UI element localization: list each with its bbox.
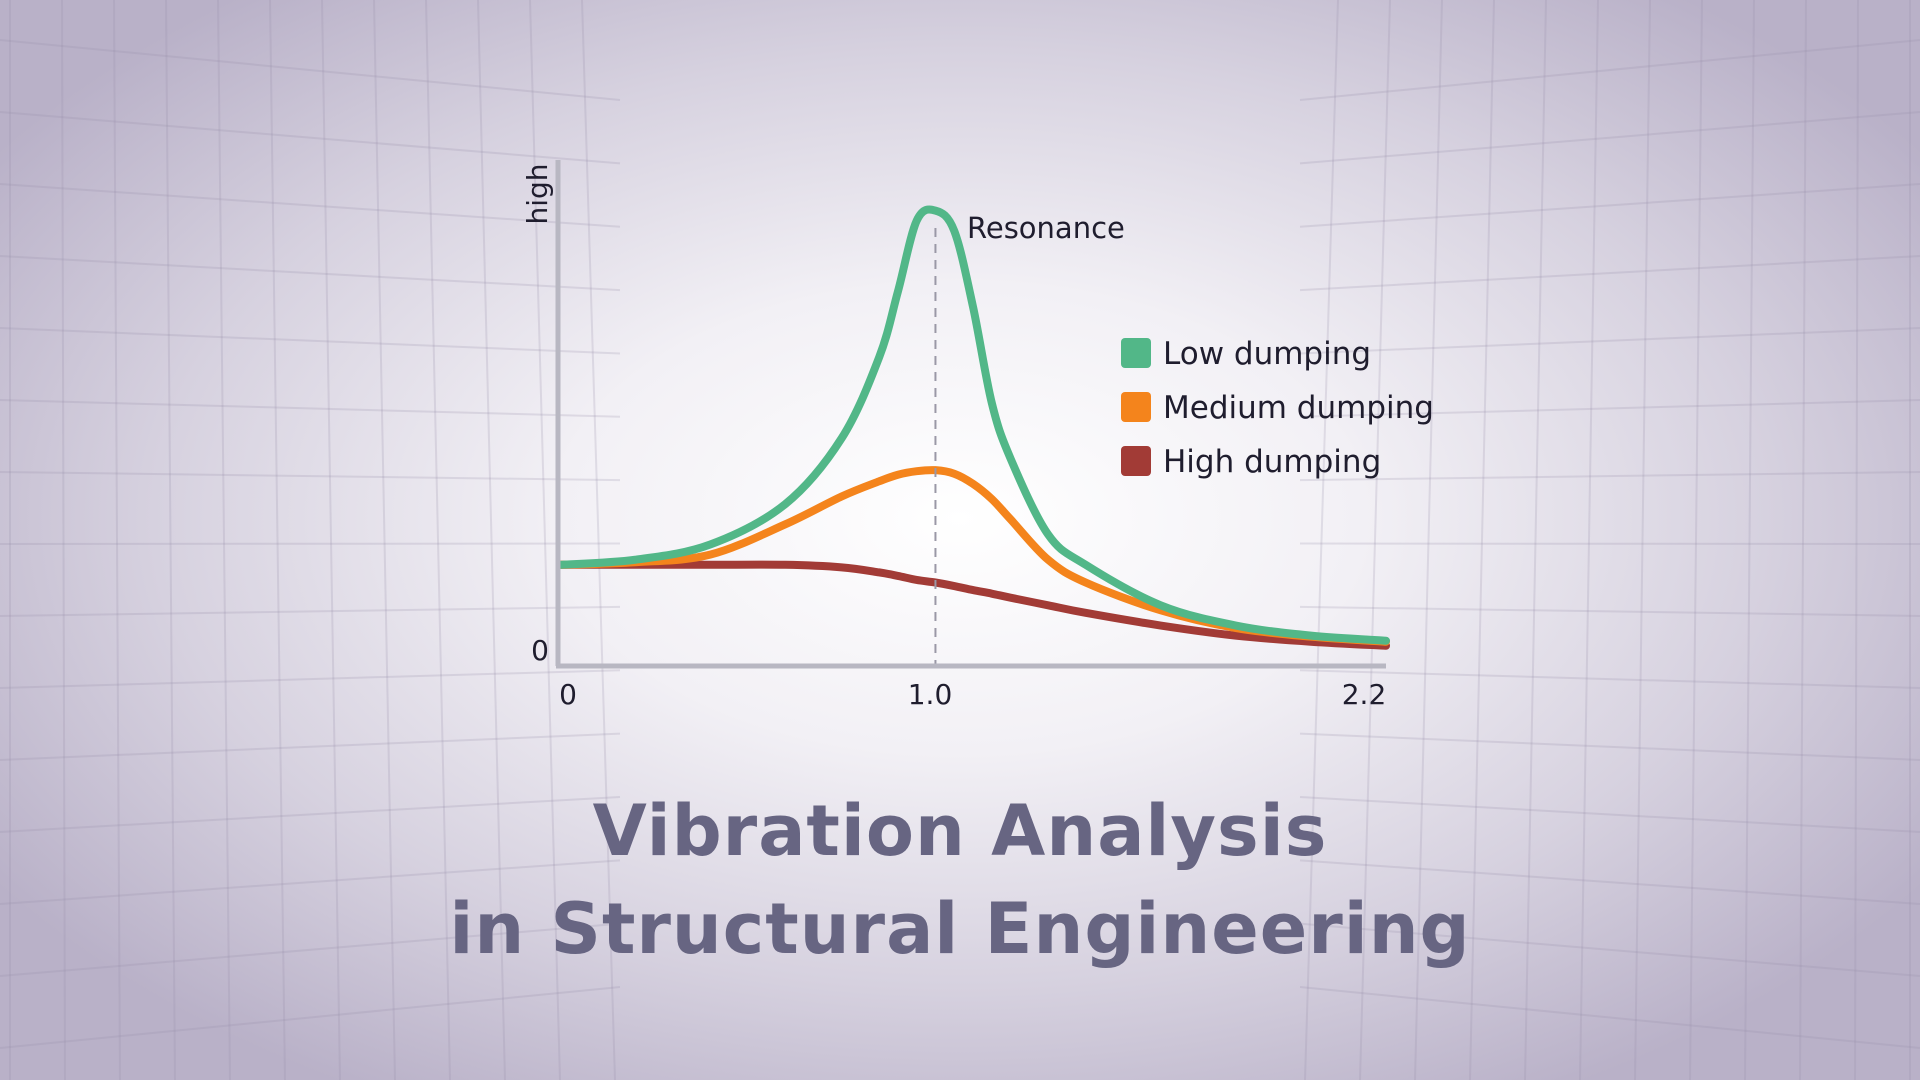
chart-curves (556, 205, 1390, 650)
legend: Low dumping Medium dumping High dumping (1121, 336, 1434, 480)
legend-label-high: High dumping (1163, 444, 1381, 480)
title-line-1: Vibration Analysis (592, 790, 1328, 872)
legend-label-medium: Medium dumping (1163, 390, 1434, 426)
y-tick-label: 0 (531, 634, 549, 667)
y-axis-label: high (521, 163, 554, 224)
series-line-high-dumping (556, 560, 1390, 650)
legend-item: High dumping (1121, 444, 1381, 480)
x-tick-label: 0 (559, 678, 577, 711)
legend-item: Low dumping (1121, 336, 1371, 372)
resonance-annotation: Resonance (967, 211, 1125, 245)
series-line-medium-dumping (556, 466, 1390, 646)
legend-swatch-high (1121, 446, 1151, 476)
legend-item: Medium dumping (1121, 390, 1434, 426)
x-tick-label: 2.2 (1342, 678, 1387, 711)
x-tick-label: 1.0 (908, 678, 953, 711)
title-line-2: in Structural Engineering (449, 888, 1471, 970)
legend-swatch-medium (1121, 392, 1151, 422)
legend-swatch-low (1121, 338, 1151, 368)
series-line-low-dumping (556, 205, 1390, 645)
legend-label-low: Low dumping (1163, 336, 1371, 372)
